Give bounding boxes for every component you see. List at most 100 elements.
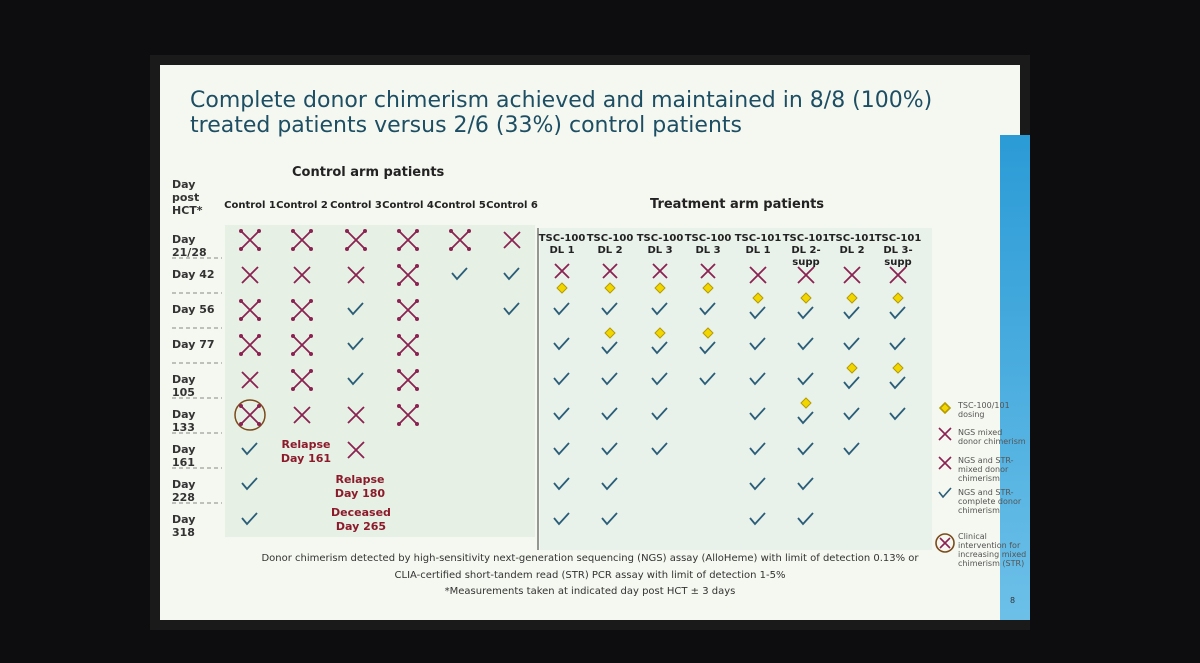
str-mixed [398,335,418,355]
dosing-diamond [892,292,904,304]
dosing-diamond [702,282,714,294]
dosing-diamond [846,362,858,374]
check [797,411,814,425]
column-header: TSC-100 DL 2 [586,233,634,256]
check [749,477,766,491]
check [601,512,618,526]
page-number: 8 [1010,596,1016,605]
str-dot [291,369,295,373]
ngs-mixed [347,406,365,424]
treatment-panel [540,228,932,550]
check [889,376,906,390]
legend-label: Clinical intervention for increasing mix… [958,532,1027,568]
check [601,477,618,491]
check [749,442,766,456]
str-dot [397,422,401,426]
check [699,341,716,355]
str-dot [397,299,401,303]
str-dot [291,352,295,356]
str-dot [309,299,313,303]
str-dot [345,247,349,251]
str-mixed [398,230,418,250]
check [797,306,814,320]
check [651,407,668,421]
str-dot [257,247,261,251]
str-dot [363,229,367,233]
str-mixed [346,230,366,250]
check [241,477,258,491]
dosing-diamond [654,282,666,294]
str-mixed [292,300,312,320]
column-header: Control 4 [382,200,434,211]
column-header: TSC-100 DL 3 [684,233,732,256]
str-dot [415,369,419,373]
str-dot [291,299,295,303]
check [241,442,258,456]
str-dot [415,422,419,426]
check [347,302,364,316]
check [347,372,364,386]
row-label: Day 77 [172,338,215,351]
str-dot [309,317,313,321]
dosing-diamond [800,292,812,304]
ngs-mixed [652,263,668,279]
check [699,302,716,316]
str-dot [257,299,261,303]
str-dot [239,229,243,233]
str-dot [415,247,419,251]
dosing-diamond [556,282,568,294]
dosing-diamond [604,327,616,339]
check [553,372,570,386]
ngs-mixed [602,263,618,279]
annotation: Relapse Day 161 [280,438,332,465]
check [889,407,906,421]
str-mixed [450,230,470,250]
str-dot [397,317,401,321]
str-dot [397,369,401,373]
check [749,407,766,421]
column-header: TSC-101 DL 2-supp [782,233,830,268]
check [553,442,570,456]
str-dot [257,229,261,233]
check [651,341,668,355]
ngs-mixed [797,266,815,284]
str-dot [291,334,295,338]
check [601,407,618,421]
annotation: Relapse Day 180 [334,473,386,500]
ngs-mixed [700,263,716,279]
ngs-mixed [554,263,570,279]
str-dot [239,422,243,426]
legend-diamond [938,401,952,415]
str-dot [239,334,243,338]
str-dot [397,264,401,268]
str-dot [309,247,313,251]
dosing-diamond [604,282,616,294]
str-dot [397,387,401,391]
str-dot [415,317,419,321]
str-mixed [292,230,312,250]
accent-strip [1000,135,1030,620]
ngs-mixed [889,266,907,284]
legend-label: TSC-100/101 dosing [958,401,1010,419]
str-dot [239,247,243,251]
check [889,306,906,320]
str-dot [449,247,453,251]
str-mixed [398,300,418,320]
str-dot [239,317,243,321]
legend-check [938,487,952,499]
str-dot [257,334,261,338]
column-header: TSC-101 DL 3-supp [874,233,922,268]
str-dot [239,404,243,408]
check [843,306,860,320]
column-header: Control 5 [434,200,486,211]
str-dot [415,264,419,268]
ngs-mixed [347,266,365,284]
ngs-mixed [241,266,259,284]
check [749,306,766,320]
legend-symbols [935,401,955,553]
ngs-mixed [749,266,767,284]
check [797,442,814,456]
legend-label: NGS and STR-mixed donor chimerism [958,456,1014,483]
